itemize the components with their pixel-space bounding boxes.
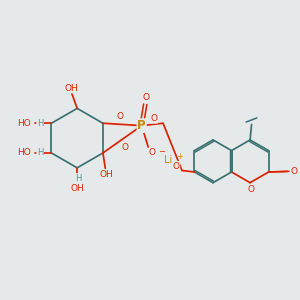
Text: O: O: [116, 112, 123, 121]
Text: H: H: [37, 119, 43, 128]
Text: O: O: [148, 148, 155, 158]
Text: H: H: [37, 148, 43, 158]
Text: +: +: [176, 152, 183, 161]
Text: O: O: [122, 143, 129, 152]
Text: H: H: [76, 174, 82, 183]
Text: P: P: [137, 119, 146, 132]
Text: OH: OH: [99, 170, 113, 179]
Text: O: O: [247, 185, 254, 194]
Text: Li: Li: [164, 154, 172, 164]
Text: O: O: [172, 161, 180, 170]
Text: O: O: [142, 93, 149, 102]
Text: −: −: [158, 147, 165, 156]
Text: O: O: [290, 167, 298, 176]
Text: OH: OH: [70, 184, 84, 193]
Text: OH: OH: [65, 84, 79, 93]
Text: HO: HO: [17, 119, 31, 128]
Text: O: O: [150, 114, 158, 123]
Text: HO: HO: [17, 148, 31, 158]
